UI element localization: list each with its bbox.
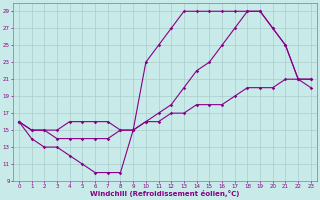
X-axis label: Windchill (Refroidissement éolien,°C): Windchill (Refroidissement éolien,°C) <box>90 190 240 197</box>
